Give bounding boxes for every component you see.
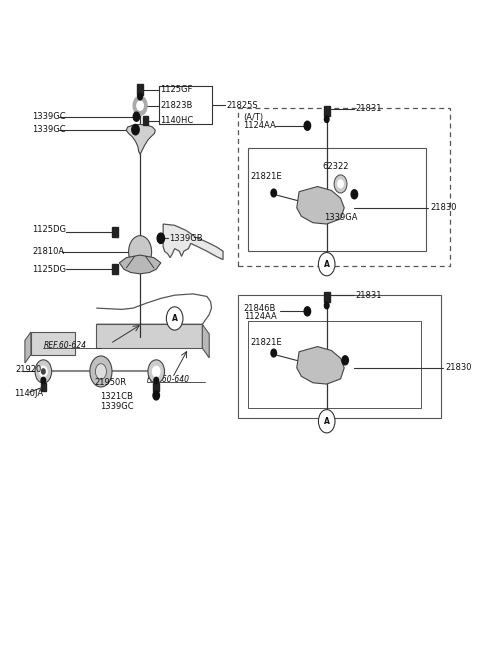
Text: 1339GC: 1339GC	[32, 112, 65, 121]
Circle shape	[153, 366, 160, 377]
Circle shape	[41, 369, 45, 374]
Polygon shape	[126, 124, 156, 154]
Text: 21950R: 21950R	[94, 378, 126, 387]
Polygon shape	[163, 224, 223, 259]
Circle shape	[90, 356, 112, 387]
Bar	[238, 107, 450, 266]
Bar	[324, 106, 330, 116]
Circle shape	[157, 233, 165, 244]
Polygon shape	[96, 324, 202, 348]
Circle shape	[153, 391, 159, 400]
Bar	[112, 265, 118, 274]
Text: REF.60-640: REF.60-640	[147, 375, 190, 384]
Text: 1125GF: 1125GF	[160, 85, 192, 94]
Text: 21846B: 21846B	[244, 304, 276, 312]
Text: 1321CB: 1321CB	[100, 392, 133, 402]
Bar	[154, 383, 159, 391]
Circle shape	[148, 360, 165, 383]
Circle shape	[271, 189, 276, 197]
Circle shape	[133, 112, 140, 121]
Circle shape	[304, 307, 311, 316]
Circle shape	[129, 236, 152, 268]
Polygon shape	[25, 332, 31, 363]
Text: 1140JA: 1140JA	[14, 389, 43, 398]
Text: 21810A: 21810A	[33, 248, 65, 256]
Text: 21821E: 21821E	[251, 172, 282, 181]
Text: 1125DG: 1125DG	[32, 225, 66, 234]
Circle shape	[318, 252, 335, 276]
Circle shape	[138, 94, 143, 100]
Text: 21830: 21830	[445, 364, 472, 373]
Text: 1124AA: 1124AA	[244, 312, 276, 321]
Text: 21831: 21831	[356, 104, 382, 113]
Circle shape	[154, 377, 158, 384]
Circle shape	[351, 190, 358, 199]
Text: A: A	[324, 259, 330, 269]
Polygon shape	[297, 187, 344, 224]
Circle shape	[132, 124, 139, 135]
Text: 1124AA: 1124AA	[243, 121, 276, 130]
Text: A: A	[172, 314, 178, 323]
Text: 1140HC: 1140HC	[160, 116, 193, 125]
Bar	[31, 332, 75, 354]
Text: 1339GC: 1339GC	[32, 125, 65, 134]
Bar	[143, 116, 148, 125]
Text: REF.60-624: REF.60-624	[43, 341, 86, 350]
Text: 1339GB: 1339GB	[169, 234, 203, 243]
Circle shape	[96, 364, 107, 379]
Bar	[137, 84, 143, 96]
Circle shape	[304, 121, 311, 130]
Text: A: A	[324, 417, 330, 426]
Text: 21831: 21831	[356, 291, 382, 300]
Circle shape	[271, 349, 276, 357]
Text: 21823B: 21823B	[160, 101, 192, 110]
Circle shape	[318, 409, 335, 433]
Bar	[248, 148, 426, 252]
Text: 1339GC: 1339GC	[100, 402, 133, 411]
Text: 1339GA: 1339GA	[324, 213, 358, 222]
Circle shape	[167, 307, 183, 330]
Circle shape	[342, 356, 348, 365]
Polygon shape	[297, 346, 344, 384]
Polygon shape	[202, 324, 209, 358]
Bar	[238, 295, 441, 418]
Circle shape	[41, 377, 46, 384]
Text: 21821E: 21821E	[251, 339, 282, 347]
Bar	[324, 292, 330, 302]
Circle shape	[324, 116, 329, 122]
Circle shape	[334, 175, 347, 193]
Circle shape	[35, 360, 52, 383]
Bar	[248, 321, 421, 408]
Circle shape	[40, 366, 47, 377]
Circle shape	[137, 101, 144, 110]
Bar	[112, 227, 118, 236]
Text: 62322: 62322	[322, 162, 348, 171]
Text: (A/T): (A/T)	[243, 113, 263, 122]
Polygon shape	[120, 255, 161, 274]
Text: 21920: 21920	[16, 365, 42, 374]
Bar	[41, 383, 46, 391]
Text: 21830: 21830	[431, 203, 457, 212]
Circle shape	[338, 180, 343, 188]
Text: 1125DG: 1125DG	[32, 265, 66, 274]
Circle shape	[324, 302, 329, 309]
Circle shape	[133, 96, 147, 115]
Text: 21825S: 21825S	[226, 101, 258, 109]
